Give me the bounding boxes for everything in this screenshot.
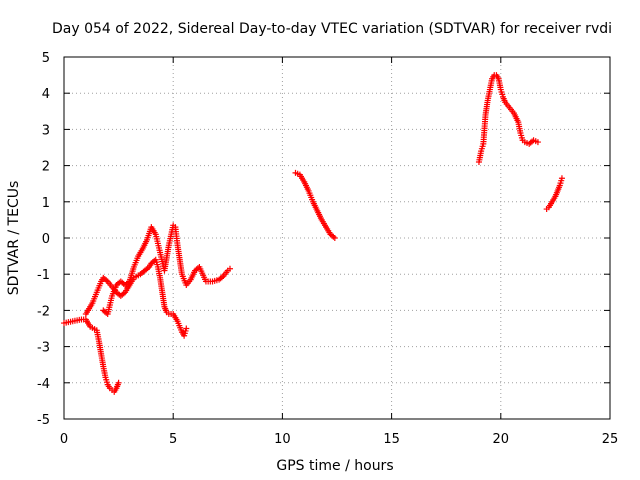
x-tick-label: 20 xyxy=(493,432,510,447)
data-point xyxy=(331,235,338,241)
x-tick-label: 10 xyxy=(274,432,291,447)
y-axis-label: SDTVAR / TECUs xyxy=(6,181,22,296)
x-axis-label: GPS time / hours xyxy=(276,458,393,474)
series-arc-3 xyxy=(100,222,233,318)
y-tick-label: -1 xyxy=(37,268,50,283)
chart-title: Day 054 of 2022, Sidereal Day-to-day VTE… xyxy=(52,21,612,37)
axis-ticks: 0 5 10 15 20 25 -5 -4 -3 -2 -1 0 1 2 3 4 5 xyxy=(37,51,618,447)
series-arc-6 xyxy=(543,175,565,213)
y-tick-label: 2 xyxy=(42,160,50,175)
y-tick-label: 5 xyxy=(42,51,50,66)
data-point xyxy=(115,379,122,386)
x-tick-label: 25 xyxy=(602,432,619,447)
data-series xyxy=(61,72,565,395)
x-tick-label: 0 xyxy=(60,432,68,447)
y-tick-label: 1 xyxy=(42,196,50,211)
data-point xyxy=(534,139,541,146)
x-tick-label: 15 xyxy=(383,432,400,447)
data-point xyxy=(226,265,233,272)
y-tick-label: 4 xyxy=(42,87,50,102)
series-arc-5 xyxy=(475,72,541,165)
y-tick-label: -2 xyxy=(37,304,50,319)
y-tick-label: -5 xyxy=(37,413,50,428)
y-tick-label: -4 xyxy=(37,377,50,392)
data-point xyxy=(183,325,190,332)
series-arc-1 xyxy=(61,316,122,395)
series-arc-4 xyxy=(292,169,338,241)
x-tick-label: 5 xyxy=(169,432,177,447)
y-tick-label: -3 xyxy=(37,341,50,356)
y-tick-label: 3 xyxy=(42,123,50,138)
data-point xyxy=(558,175,565,182)
y-tick-label: 0 xyxy=(42,232,50,247)
